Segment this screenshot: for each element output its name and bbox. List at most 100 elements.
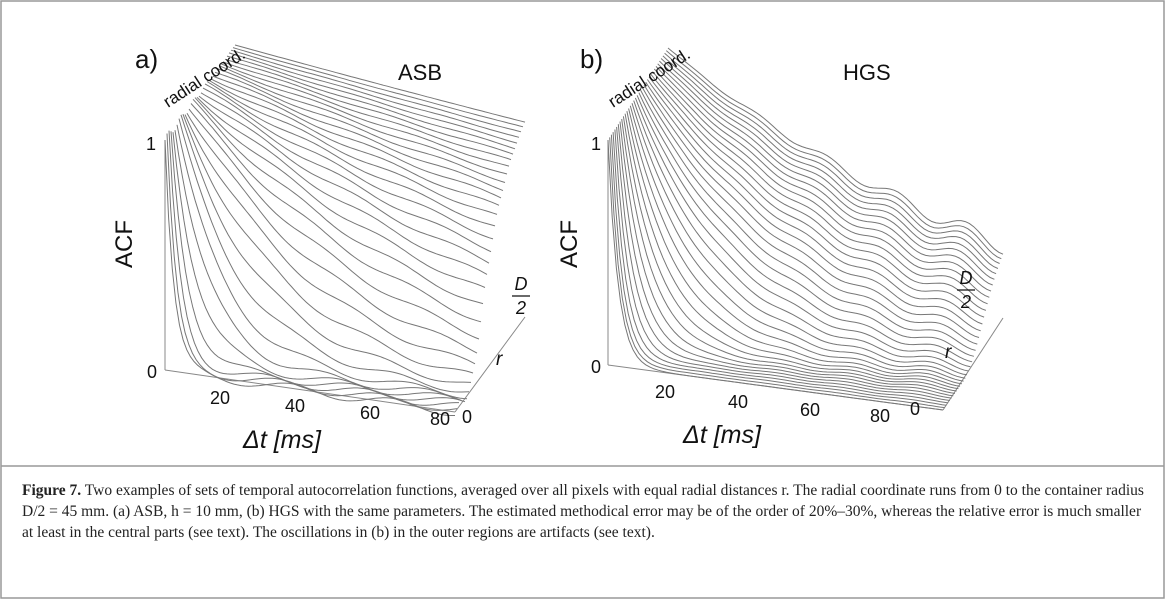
acf-curve [638,92,975,357]
acf-curve [652,71,988,305]
acf-curve [650,73,987,311]
panel-title: HGS [843,60,891,85]
acf-curve [659,60,995,280]
acf-curve [188,108,480,340]
acf-curve [653,68,990,298]
acf-curve [200,92,492,253]
acf-curve [218,65,510,167]
acf-curve [174,130,466,403]
r-start: 0 [462,407,472,427]
acf-curve [180,114,472,383]
acf-curve [184,114,476,365]
acf-curve [629,105,966,379]
acf-curve [646,79,983,325]
acf-curve [640,89,976,351]
r-end-num: D [515,274,528,294]
acf-curve [621,118,957,392]
acf-curve [641,87,978,345]
acf-curve [636,95,973,363]
axis-text: radial coord. [605,44,694,111]
acf-curve [234,44,526,123]
r-end-num: D [960,268,973,288]
x-tick-label: 80 [870,406,890,426]
acf-curve [612,132,949,404]
axis [454,316,526,413]
x-tick-label: 60 [360,403,380,423]
acf-curve [172,132,464,402]
acf-curve [616,126,952,399]
acf-curve [665,50,1002,260]
acf-curve [633,100,969,372]
acf-curve [192,98,484,305]
acf-curve [228,52,520,138]
acf-curve [224,58,516,150]
acf-curve [631,103,968,376]
panel-label: b) [580,44,603,74]
acf-curve [232,47,524,128]
acf-curve [624,113,961,387]
acf-curve [626,111,962,385]
caption-text: Two examples of sets of temporal autocor… [22,482,1144,541]
acf-curve [664,52,1000,264]
panel-title: ASB [398,60,442,85]
acf-curve [168,130,459,406]
acf-curve [220,63,512,161]
panel-label: a) [135,44,158,74]
y-bottom: 0 [147,362,157,382]
acf-curve [166,133,458,411]
acf-curve [634,97,971,368]
acf-curve [610,134,947,406]
acf-curve [206,81,498,215]
x-tick-label: 60 [800,400,820,420]
acf-curve [204,83,496,227]
acf-curve [186,113,478,354]
acf-curve [657,63,993,286]
x-tick-label: 80 [430,409,450,429]
acf-curve [607,139,944,411]
acf-curve [196,96,488,275]
x-tick-label: 40 [728,392,748,412]
acf-curve [226,55,518,144]
y-label: ACF [556,220,583,268]
acf-curve [655,66,992,292]
acf-curve [660,58,997,275]
r-label: r [496,349,503,370]
acf-curve [619,121,956,394]
acf-curve [208,79,500,206]
acf-curve [178,118,470,393]
acf-curve [230,49,522,133]
acf-curve [214,71,506,183]
r-start: 0 [910,399,920,419]
acf-curve [212,75,504,192]
caption: Figure 7. Two examples of sets of tempor… [22,480,1147,543]
x-tick-label: 40 [285,396,305,416]
axis [942,317,1004,411]
axis-text: radial coord. [160,44,249,111]
acf-curve [216,68,508,175]
x-label: Δt [ms] [242,426,322,454]
acf-curve [170,131,462,401]
y-top: 1 [591,134,601,154]
acf-curve [176,124,468,400]
caption-label: Figure 7. [22,482,82,499]
acf-curve [628,108,964,382]
acf-curve [667,47,1004,255]
acf-curve [202,87,494,240]
acf-curve [210,78,502,199]
acf-curve [222,61,514,155]
x-label: Δt [ms] [682,421,762,449]
axis [164,369,456,413]
acf-curve [194,97,486,288]
y-top: 1 [146,134,156,154]
r-end-den: 2 [960,292,971,312]
x-tick-label: 20 [210,388,230,408]
acf-curve [622,116,959,390]
acf-curve [182,114,474,374]
acf-curve [662,55,999,269]
x-tick-label: 20 [655,382,675,402]
acf-curve [190,103,482,323]
acf-curve [164,139,455,416]
